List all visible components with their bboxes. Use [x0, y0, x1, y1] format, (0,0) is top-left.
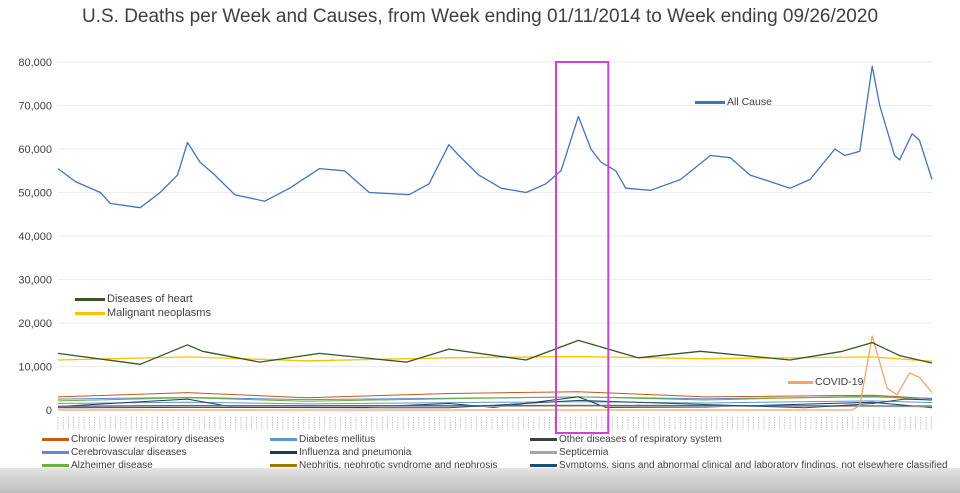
legend-label: Symptoms, signs and abnormal clinical an…: [559, 460, 948, 471]
legend-swatch: [270, 451, 297, 454]
legend-swatch: [75, 311, 105, 315]
legend-item: Influenza and pneumonia: [270, 447, 411, 458]
chart-title: U.S. Deaths per Week and Causes, from We…: [81, 6, 879, 27]
legend-item: Other diseases of respiratory system: [530, 434, 722, 445]
series-line-alzheimer-disease: [57, 395, 933, 402]
legend-label: Diseases of heart: [107, 293, 193, 305]
legend-swatch: [788, 380, 813, 384]
legend-item: Nephritis, nephrotic syndrome and nephro…: [270, 460, 497, 471]
legend-swatch: [42, 464, 69, 467]
legend-swatch: [42, 451, 69, 454]
legend-swatch: [75, 297, 105, 301]
y-tick-label: 20,000: [18, 318, 52, 330]
legend-swatch: [42, 438, 69, 441]
legend-swatch: [270, 438, 297, 441]
series-line-symptoms-signs-and-abnormal-clinical-and-laboratory-findings-not-elsewhere-classified: [57, 398, 933, 409]
y-tick-label: 40,000: [18, 231, 52, 243]
legend-covid: COVID-19: [788, 376, 863, 388]
y-tick-label: 10,000: [18, 362, 52, 374]
series-line-all-cause: [57, 65, 933, 209]
legend-item: Diabetes mellitus: [270, 434, 375, 445]
legend-malignant: Malignant neoplasms: [75, 307, 211, 319]
y-tick-label: 0: [46, 405, 52, 417]
legend-label: Nephritis, nephrotic syndrome and nephro…: [299, 460, 498, 471]
legend-label: Influenza and pneumonia: [299, 447, 412, 458]
legend-label: Other diseases of respiratory system: [559, 434, 722, 445]
legend-label: Alzheimer disease: [71, 460, 153, 471]
series-line-covid-19: [58, 335, 933, 411]
video-control-bar: [0, 468, 960, 493]
legend-label: Diabetes mellitus: [299, 434, 376, 445]
series-line-septicemia: [57, 405, 933, 408]
legend-swatch: [695, 100, 725, 104]
series-line-diabetes-mellitus: [57, 400, 933, 405]
legend-swatch: [530, 464, 557, 467]
highlight-box: [555, 61, 610, 434]
legend-item: Alzheimer disease: [42, 460, 153, 471]
legend-item: Chronic lower respiratory diseases: [42, 434, 224, 445]
legend-swatch: [530, 438, 557, 441]
legend-label: Chronic lower respiratory diseases: [71, 434, 225, 445]
legend-item: Symptoms, signs and abnormal clinical an…: [530, 460, 948, 471]
y-tick-label: 80,000: [18, 57, 52, 69]
legend-label: Cerebrovascular diseases: [71, 447, 187, 458]
legend-label: Malignant neoplasms: [107, 307, 211, 319]
y-tick-label: 30,000: [18, 275, 52, 287]
legend-item: Septicemia: [530, 447, 608, 458]
series-line-malignant-neoplasms: [57, 355, 933, 362]
y-tick-label: 70,000: [18, 101, 52, 113]
series-line-diseases-of-heart: [57, 339, 933, 365]
legend-label: Septicemia: [559, 447, 609, 458]
legend-heart: Diseases of heart: [75, 293, 193, 305]
series-line-chronic-lower-respiratory-diseases: [57, 391, 933, 400]
legend-label: COVID-19: [815, 376, 864, 388]
legend-item: Cerebrovascular diseases: [42, 447, 187, 458]
legend-swatch: [270, 464, 297, 467]
legend-label: All Cause: [727, 96, 772, 108]
legend-swatch: [530, 451, 557, 454]
y-tick-label: 60,000: [18, 144, 52, 156]
legend-all-cause: All Cause: [695, 96, 772, 108]
y-tick-label: 50,000: [18, 188, 52, 200]
